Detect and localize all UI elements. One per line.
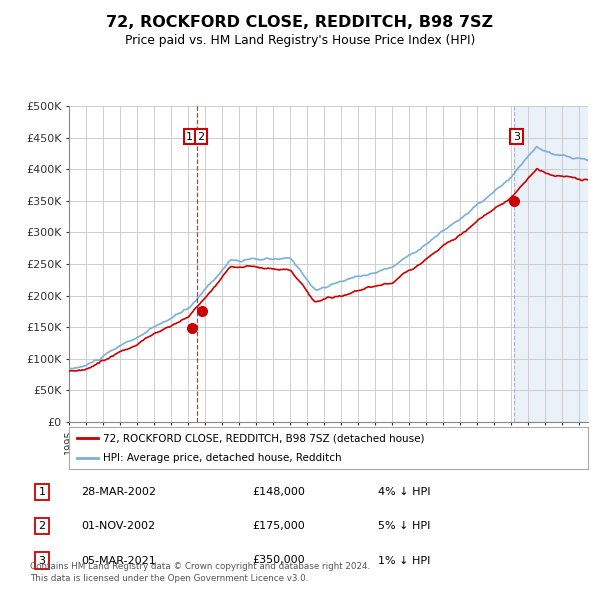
Text: 2: 2 [197,132,205,142]
Text: 3: 3 [38,556,46,565]
Text: 72, ROCKFORD CLOSE, REDDITCH, B98 7SZ (detached house): 72, ROCKFORD CLOSE, REDDITCH, B98 7SZ (d… [103,433,424,443]
Text: 4% ↓ HPI: 4% ↓ HPI [378,487,431,497]
Bar [514,106,588,422]
Text: 01-NOV-2002: 01-NOV-2002 [81,522,155,531]
Text: Price paid vs. HM Land Registry's House Price Index (HPI): Price paid vs. HM Land Registry's House … [125,34,475,47]
Text: Contains HM Land Registry data © Crown copyright and database right 2024.
This d: Contains HM Land Registry data © Crown c… [30,562,370,583]
Text: £148,000: £148,000 [252,487,305,497]
Text: 5% ↓ HPI: 5% ↓ HPI [378,522,430,531]
Text: 1: 1 [38,487,46,497]
Text: 2: 2 [38,522,46,531]
Text: 28-MAR-2002: 28-MAR-2002 [81,487,156,497]
Text: £175,000: £175,000 [252,522,305,531]
Text: 1: 1 [187,132,193,142]
Text: 3: 3 [513,132,520,142]
Text: 1% ↓ HPI: 1% ↓ HPI [378,556,430,565]
Text: 05-MAR-2021: 05-MAR-2021 [81,556,156,565]
Text: £350,000: £350,000 [252,556,305,565]
Text: HPI: Average price, detached house, Redditch: HPI: Average price, detached house, Redd… [103,453,341,463]
Text: 72, ROCKFORD CLOSE, REDDITCH, B98 7SZ: 72, ROCKFORD CLOSE, REDDITCH, B98 7SZ [106,15,494,30]
